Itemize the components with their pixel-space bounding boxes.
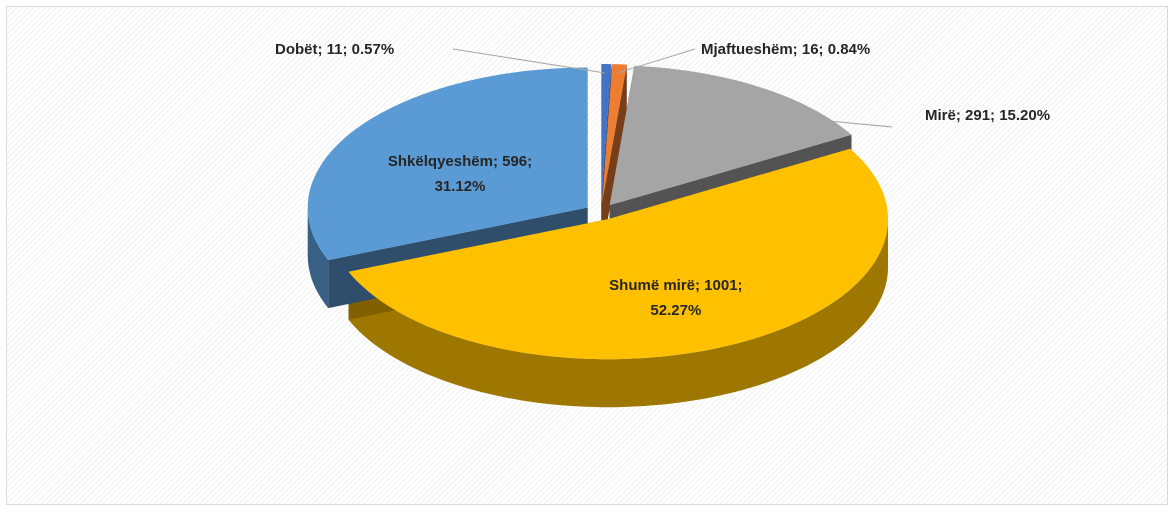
slice-side bbox=[348, 219, 888, 408]
chart-area: Dobët; 11; 0.57% Mjaftueshëm; 16; 0.84% Mi… bbox=[6, 6, 1168, 505]
leader-line bbox=[616, 48, 696, 74]
slice-side bbox=[307, 207, 329, 309]
slice bbox=[601, 64, 612, 205]
data-label: Shumë mirë; 1001; 52.27% bbox=[609, 277, 743, 320]
data-label: Mjaftueshëm; 16; 0.84% bbox=[701, 41, 871, 58]
data-label: Mirë; 291; 15.20% bbox=[925, 107, 1051, 124]
slice bbox=[609, 65, 852, 206]
chart bbox=[307, 48, 893, 408]
leader-line bbox=[806, 118, 893, 128]
data-label: Shkëlqyeshëm; 596; 31.12% bbox=[387, 153, 533, 196]
leader-line bbox=[452, 48, 606, 74]
data-label: Dobët; 11; 0.57% bbox=[275, 41, 395, 58]
slice bbox=[348, 148, 888, 360]
slice bbox=[307, 67, 588, 261]
slice-cut bbox=[601, 64, 627, 253]
slice-tops bbox=[307, 64, 888, 360]
slice bbox=[601, 64, 627, 205]
